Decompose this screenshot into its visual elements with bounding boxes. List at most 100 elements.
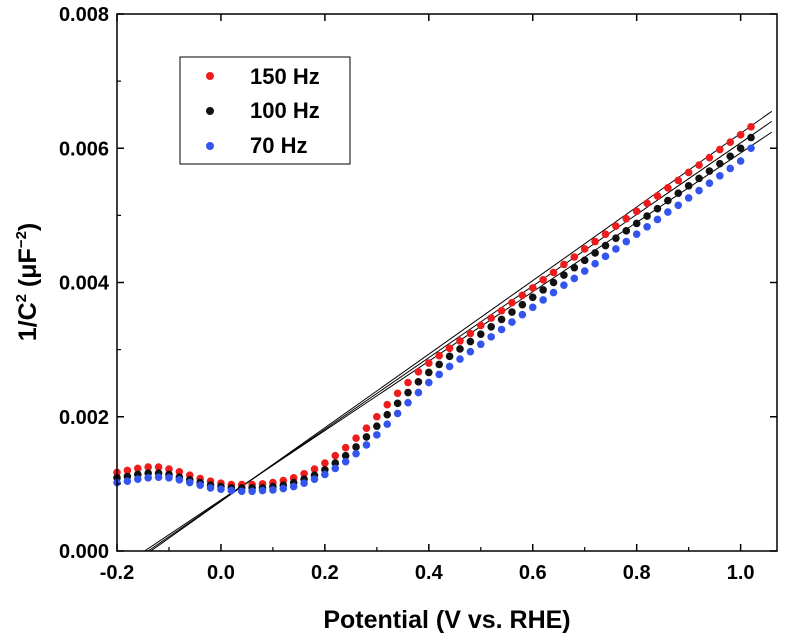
legend-label-100hz: 100 Hz (250, 98, 320, 123)
point-70-hz-58 (716, 171, 724, 180)
point-100-hz-24 (362, 433, 371, 441)
point-150-hz-55 (684, 168, 693, 177)
legend: 150 Hz 100 Hz 70 Hz (179, 56, 351, 165)
legend-marker-100hz (206, 107, 214, 115)
y-tick-label-1: 0.002 (59, 407, 109, 429)
point-70-hz-51 (643, 222, 651, 231)
point-70-hz-11 (227, 486, 236, 495)
point-150-hz-25 (373, 412, 381, 421)
point-70-hz-21 (331, 464, 340, 473)
point-100-hz-30 (425, 368, 433, 377)
point-70-hz-32 (445, 362, 454, 371)
point-70-hz-48 (612, 245, 620, 253)
point-150-hz-35 (476, 321, 485, 330)
point-150-hz-33 (456, 337, 464, 345)
point-70-hz-24 (362, 441, 371, 449)
point-150-hz-42 (549, 268, 558, 277)
point-100-hz-57 (705, 167, 714, 175)
point-100-hz-36 (487, 323, 495, 331)
point-150-hz-6 (175, 467, 184, 476)
point-150-hz-46 (591, 237, 599, 246)
y-tick-label-4: 0.008 (59, 4, 109, 26)
y-axis-title: 1/C2 (μF−2) (13, 223, 42, 342)
point-70-hz-12 (237, 487, 246, 496)
point-70-hz-55 (684, 194, 693, 202)
series-100-hz (113, 133, 755, 492)
point-100-hz-31 (435, 360, 444, 369)
point-100-hz-29 (414, 378, 423, 386)
y-tick-label-2: 0.004 (59, 273, 110, 295)
point-150-hz-59 (726, 138, 735, 147)
point-70-hz-36 (487, 333, 495, 341)
point-100-hz-26 (383, 410, 392, 419)
point-150-hz-22 (341, 443, 350, 452)
point-70-hz-19 (310, 475, 319, 483)
point-150-hz-19 (310, 465, 319, 473)
point-70-hz-28 (404, 398, 412, 407)
point-100-hz-41 (539, 286, 547, 294)
point-100-hz-21 (331, 459, 340, 467)
point-150-hz-52 (653, 192, 662, 200)
point-70-hz-14 (258, 486, 267, 495)
x-tick-label-1: 0.0 (207, 562, 235, 584)
point-150-hz-50 (632, 207, 641, 216)
point-150-hz-26 (383, 400, 392, 409)
point-100-hz-27 (393, 399, 402, 408)
y-title-base: 1/C (14, 302, 42, 341)
point-150-hz-44 (570, 253, 579, 261)
point-150-hz-28 (404, 378, 412, 387)
point-150-hz-4 (154, 463, 163, 471)
point-100-hz-34 (466, 337, 475, 346)
point-100-hz-46 (591, 249, 599, 257)
point-100-hz-33 (456, 345, 464, 353)
point-150-hz-53 (664, 184, 672, 192)
point-70-hz-7 (185, 478, 194, 487)
point-100-hz-53 (664, 196, 672, 205)
x-axis-title: Potential (V vs. RHE) (323, 606, 570, 634)
point-70-hz-52 (653, 215, 662, 224)
point-70-hz-53 (664, 208, 672, 216)
point-100-hz-28 (404, 388, 412, 397)
x-tick-label-3: 0.4 (415, 562, 444, 584)
point-150-hz-34 (466, 329, 475, 338)
point-150-hz-30 (425, 359, 433, 367)
point-150-hz-39 (518, 291, 527, 300)
point-150-hz-23 (352, 434, 360, 443)
point-150-hz-2 (133, 464, 142, 473)
point-70-hz-35 (476, 340, 485, 349)
point-100-hz-52 (653, 204, 662, 213)
point-70-hz-15 (269, 486, 277, 494)
legend-marker-70hz (206, 142, 214, 150)
point-150-hz-41 (539, 276, 547, 284)
point-150-hz-1 (123, 466, 132, 475)
x-tick-label-2: 0.2 (311, 562, 339, 584)
point-70-hz-50 (632, 230, 641, 238)
point-70-hz-42 (549, 288, 558, 297)
point-70-hz-10 (217, 485, 225, 494)
point-70-hz-41 (539, 296, 547, 304)
point-150-hz-31 (435, 351, 444, 360)
point-70-hz-9 (206, 484, 215, 492)
point-150-hz-37 (497, 306, 506, 315)
point-70-hz-34 (466, 347, 475, 356)
point-150-hz-48 (612, 222, 620, 230)
point-100-hz-47 (601, 241, 610, 250)
point-100-hz-35 (476, 330, 485, 338)
point-150-hz-60 (736, 131, 745, 139)
point-70-hz-37 (497, 325, 506, 334)
point-70-hz-1 (123, 477, 132, 485)
point-100-hz-51 (643, 212, 651, 220)
point-150-hz-57 (705, 153, 714, 162)
point-100-hz-55 (684, 182, 693, 190)
point-100-hz-50 (632, 219, 641, 228)
point-70-hz-16 (279, 484, 288, 493)
point-100-hz-38 (508, 308, 516, 316)
point-70-hz-20 (321, 470, 329, 479)
point-150-hz-3 (144, 463, 152, 471)
axis-ticks: -0.2 0.0 0.2 0.4 0.6 0.8 1.0 0.000 0.002 0.004 0.0… (59, 4, 777, 584)
data-points (113, 122, 755, 496)
point-70-hz-5 (165, 474, 173, 482)
point-70-hz-33 (456, 355, 464, 363)
y-title-exp1: 2 (13, 294, 30, 302)
